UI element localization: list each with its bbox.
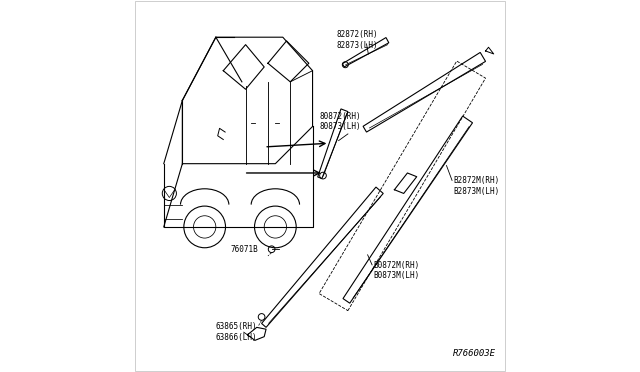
Text: B2872M(RH)
B2873M(LH): B2872M(RH) B2873M(LH) <box>453 176 499 196</box>
Text: 63865(RH)
63866(LH): 63865(RH) 63866(LH) <box>216 322 257 341</box>
Text: B0872M(RH)
B0873M(LH): B0872M(RH) B0873M(LH) <box>373 261 419 280</box>
Text: 76071B: 76071B <box>230 245 259 254</box>
Text: 82872(RH)
82873(LH): 82872(RH) 82873(LH) <box>337 30 378 49</box>
Text: 80872(RH)
80873(LH): 80872(RH) 80873(LH) <box>319 112 361 131</box>
Text: R766003E: R766003E <box>452 349 495 358</box>
